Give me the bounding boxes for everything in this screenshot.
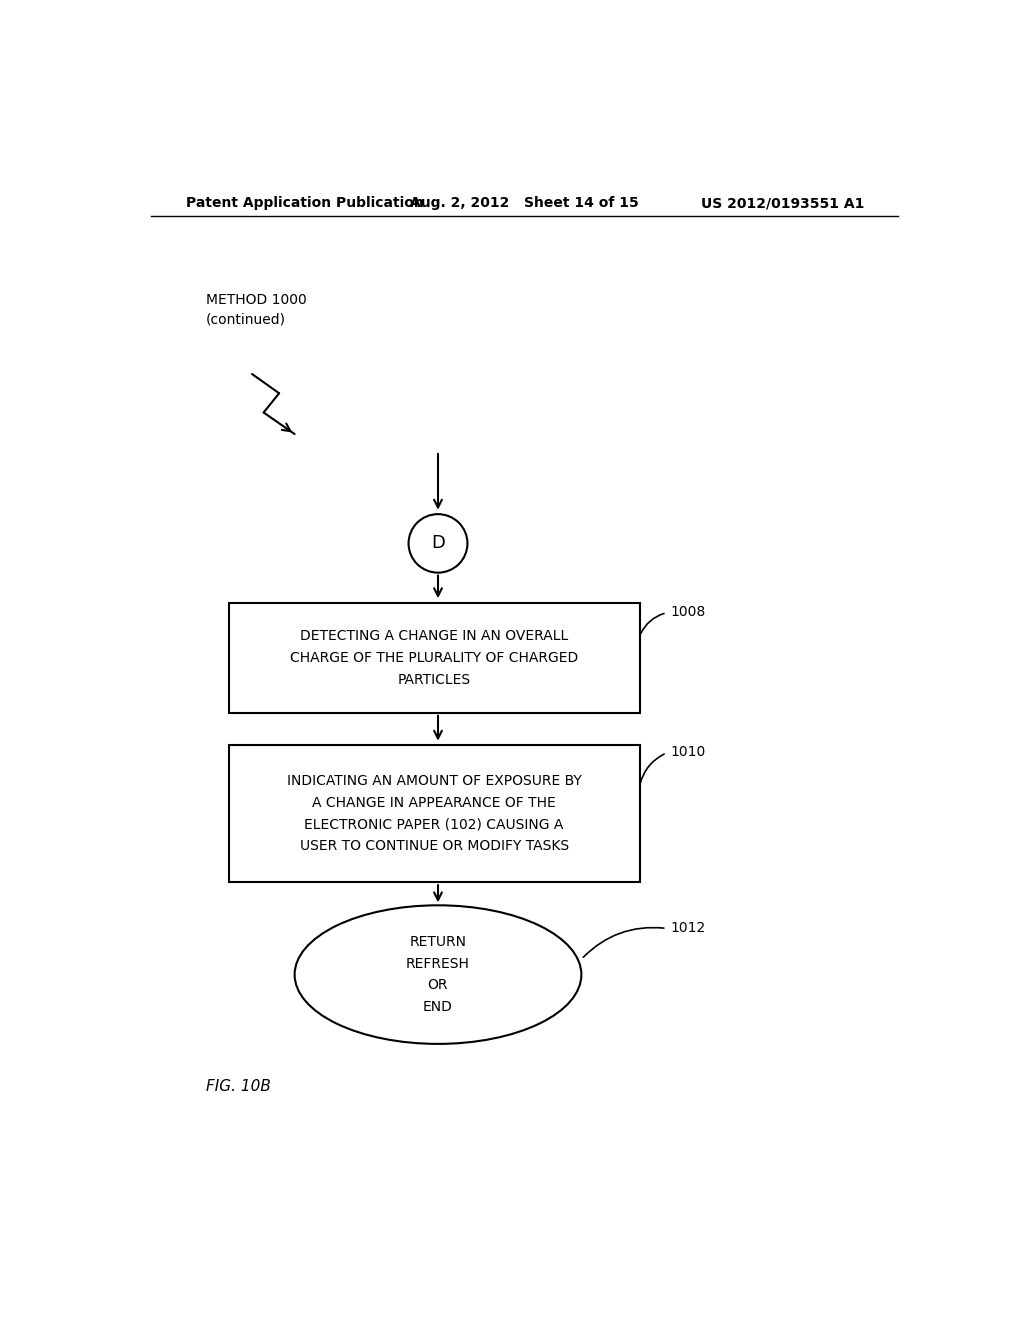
Text: METHOD 1000: METHOD 1000 xyxy=(206,293,306,308)
Text: DETECTING A CHANGE IN AN OVERALL
CHARGE OF THE PLURALITY OF CHARGED
PARTICLES: DETECTING A CHANGE IN AN OVERALL CHARGE … xyxy=(290,630,579,686)
Text: RETURN
REFRESH
OR
END: RETURN REFRESH OR END xyxy=(407,935,470,1014)
FancyBboxPatch shape xyxy=(228,744,640,882)
Text: INDICATING AN AMOUNT OF EXPOSURE BY
A CHANGE IN APPEARANCE OF THE
ELECTRONIC PAP: INDICATING AN AMOUNT OF EXPOSURE BY A CH… xyxy=(287,774,582,853)
Text: FIG. 10B: FIG. 10B xyxy=(206,1078,270,1093)
Text: Patent Application Publication: Patent Application Publication xyxy=(186,197,424,210)
Text: US 2012/0193551 A1: US 2012/0193551 A1 xyxy=(700,197,864,210)
Text: 1010: 1010 xyxy=(671,744,706,759)
Text: (continued): (continued) xyxy=(206,313,286,326)
Text: Aug. 2, 2012   Sheet 14 of 15: Aug. 2, 2012 Sheet 14 of 15 xyxy=(411,197,639,210)
Text: 1008: 1008 xyxy=(671,605,706,619)
FancyBboxPatch shape xyxy=(228,603,640,713)
Text: D: D xyxy=(431,535,445,552)
Text: 1012: 1012 xyxy=(671,921,706,935)
